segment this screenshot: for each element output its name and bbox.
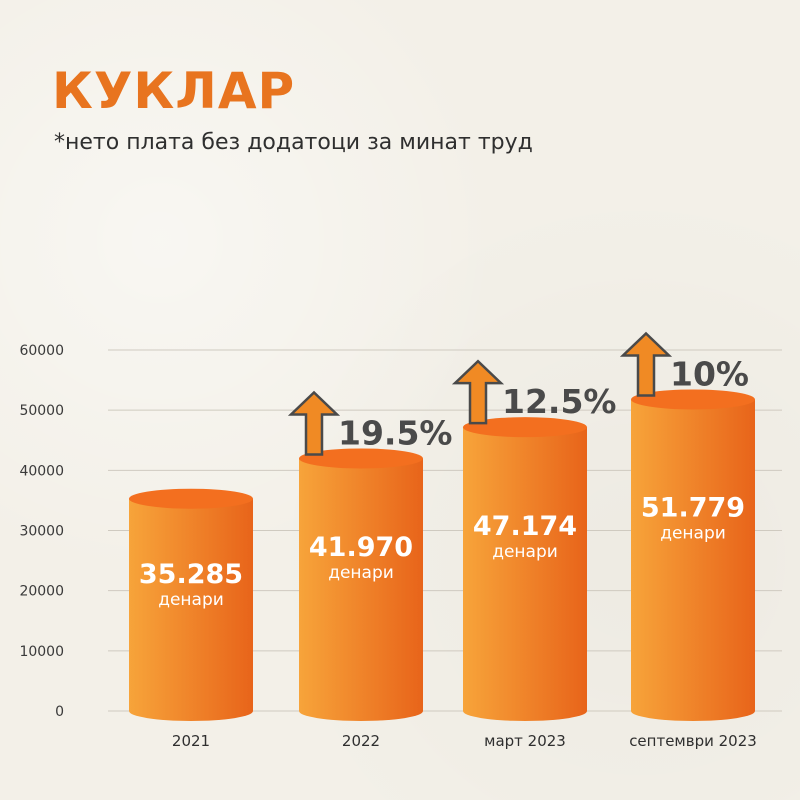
bar-top bbox=[631, 389, 755, 410]
bar-top bbox=[299, 448, 423, 469]
bar-unit-label: денари bbox=[492, 542, 558, 562]
y-tick-label: 50000 bbox=[19, 403, 64, 419]
y-tick-label: 30000 bbox=[19, 524, 64, 540]
increase-arrow-icon bbox=[287, 390, 341, 456]
bar-body bbox=[463, 427, 587, 721]
bar-body bbox=[299, 458, 423, 721]
increase-percent-label: 12.5% bbox=[502, 382, 617, 421]
y-tick-label: 0 bbox=[55, 704, 64, 720]
x-category-label: март 2023 bbox=[484, 732, 566, 750]
bar-value-label: 51.779 bbox=[641, 492, 745, 523]
x-category-label: 2022 bbox=[342, 732, 380, 750]
bar-value-label: 47.174 bbox=[473, 511, 577, 542]
bar-body bbox=[129, 498, 253, 721]
bar-unit-label: денари bbox=[328, 563, 394, 583]
page-title: КУКЛАР bbox=[52, 62, 296, 120]
increase-arrow-icon bbox=[451, 359, 505, 425]
bar-value-label: 35.285 bbox=[139, 559, 243, 590]
bars-layer: 35.285денари41.970денари19.5%47.174денар… bbox=[129, 331, 755, 721]
bar-top bbox=[129, 488, 253, 509]
y-tick-label: 40000 bbox=[19, 463, 64, 479]
y-tick-label: 20000 bbox=[19, 584, 64, 600]
increase-arrow-icon bbox=[619, 331, 673, 397]
bar-value-label: 41.970 bbox=[309, 532, 413, 563]
x-category-label: септември 2023 bbox=[629, 732, 757, 750]
y-tick-label: 60000 bbox=[19, 343, 64, 359]
bar-unit-label: денари bbox=[660, 523, 726, 543]
increase-percent-label: 19.5% bbox=[338, 413, 453, 452]
labels-layer: 0 10000 20000 30000 40000 50000 60000 2021 2022 м… bbox=[19, 343, 756, 750]
x-category-label: 2021 bbox=[172, 732, 210, 750]
bar-body bbox=[631, 399, 755, 721]
y-tick-label: 10000 bbox=[19, 644, 64, 660]
page-subtitle: *нето плата без додатоци за минат труд bbox=[54, 130, 533, 155]
bar-top bbox=[463, 417, 587, 438]
increase-percent-label: 10% bbox=[670, 354, 749, 393]
bar-unit-label: денари bbox=[158, 590, 224, 610]
